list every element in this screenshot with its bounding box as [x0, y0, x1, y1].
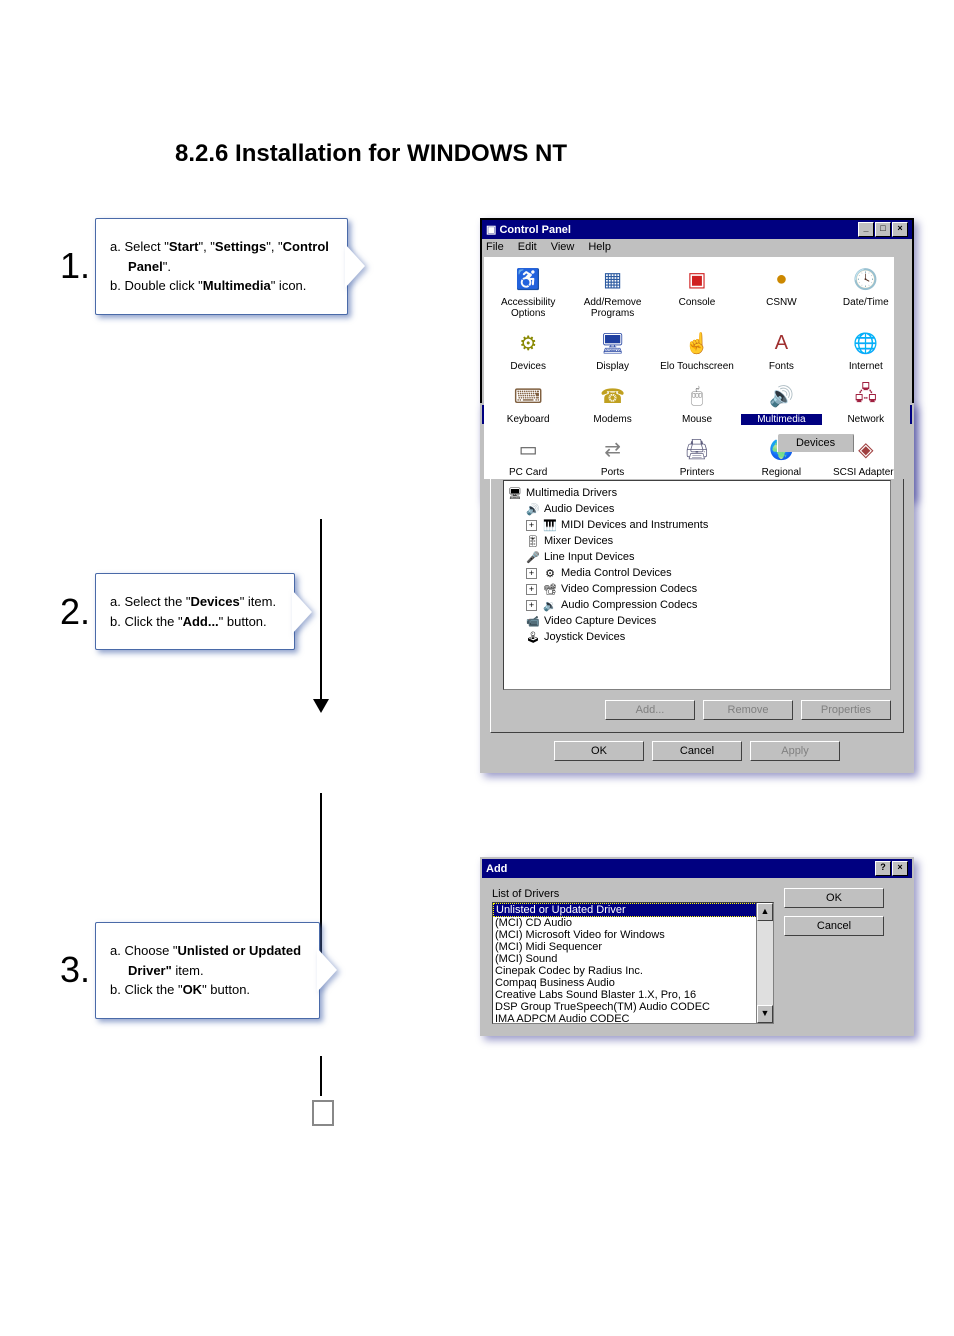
minimize-button[interactable]: _ [858, 222, 874, 237]
apply-button[interactable]: Apply [750, 741, 840, 761]
cp-icon-multimedia[interactable]: 🔊Multimedia [741, 380, 821, 425]
list-item[interactable]: (MCI) Microsoft Video for Windows [493, 929, 773, 941]
cp-icon-csnw[interactable]: ●CSNW [741, 263, 821, 319]
cp-icon-modems[interactable]: ☎Modems [572, 380, 652, 425]
menu-file[interactable]: File [486, 241, 504, 253]
menubar: File Edit View Help [482, 239, 912, 255]
menu-help[interactable]: Help [588, 241, 611, 253]
control-panel-window: ▣ Control Panel _ □ × File Edit View Hel… [480, 218, 914, 499]
list-scrollbar[interactable]: ▲ ▼ [756, 903, 773, 1023]
cp-icon-printers[interactable]: 🖨Printers [657, 433, 737, 478]
cp-icon-fonts[interactable]: AFonts [741, 327, 821, 372]
scrollbar[interactable] [894, 257, 910, 479]
close-button[interactable]: × [892, 222, 908, 237]
step1-callout: a. Select "Start", "Settings", "Control … [95, 218, 348, 315]
cp-icon-pc-card[interactable]: ▭PC Card [488, 433, 568, 478]
step2-text: a. Select the "Devices" item. b. Click t… [106, 584, 280, 639]
list-item[interactable]: (MCI) Midi Sequencer [493, 941, 773, 953]
list-item[interactable]: Compaq Business Audio [493, 977, 773, 989]
scroll-up-icon[interactable]: ▲ [757, 903, 773, 921]
tree-item[interactable]: 🔊Audio Devices [508, 501, 886, 517]
list-item[interactable]: DSP Group TrueSpeech(TM) Audio CODEC [493, 1001, 773, 1013]
step2-callout: a. Select the "Devices" item. b. Click t… [95, 573, 295, 650]
tab-devices[interactable]: Devices [777, 433, 854, 452]
cp-icon-mouse[interactable]: 🖱Mouse [657, 380, 737, 425]
step3-text: a. Choose "Unlisted or Updated Driver" i… [106, 933, 305, 1008]
list-item[interactable]: Unlisted or Updated Driver [493, 903, 773, 917]
cp-icon-ports[interactable]: ⇄Ports [572, 433, 652, 478]
control-panel-title: Control Panel [499, 224, 571, 236]
step1-number: 1. [60, 245, 90, 287]
step3-number: 3. [60, 949, 90, 991]
cancel-button[interactable]: Cancel [652, 741, 742, 761]
driver-listbox[interactable]: Unlisted or Updated Driver(MCI) CD Audio… [492, 902, 774, 1024]
maximize-button[interactable]: □ [875, 222, 891, 237]
cp-icon-devices[interactable]: ⚙Devices [488, 327, 568, 372]
cp-icon-display[interactable]: 🖥Display [572, 327, 652, 372]
list-item[interactable]: IMA ADPCM Audio CODEC [493, 1013, 773, 1024]
cp-icon-elo-touchscreen[interactable]: ☝Elo Touchscreen [657, 327, 737, 372]
scroll-down-icon[interactable]: ▼ [757, 1005, 773, 1023]
list-item[interactable]: Creative Labs Sound Blaster 1.X, Pro, 16 [493, 989, 773, 1001]
ok-button[interactable]: OK [554, 741, 644, 761]
list-item[interactable]: (MCI) Sound [493, 953, 773, 965]
cp-icon-keyboard[interactable]: ⌨Keyboard [488, 380, 568, 425]
menu-view[interactable]: View [551, 241, 575, 253]
step1-text: a. Select "Start", "Settings", "Control … [106, 229, 333, 304]
list-item[interactable]: (MCI) CD Audio [493, 917, 773, 929]
step2-number: 2. [60, 591, 90, 633]
control-panel-titlebar: ▣ Control Panel _ □ × [482, 220, 912, 239]
cp-icon-console[interactable]: ▣Console [657, 263, 737, 319]
cp-icon-accessibility-options[interactable]: ♿Accessibility Options [488, 263, 568, 319]
page-title: 8.2.6 Installation for WINDOWS NT [175, 140, 914, 168]
tree-item[interactable]: 🖥Multimedia Drivers [508, 485, 886, 501]
window-icon: ▣ [486, 224, 499, 236]
cp-icon-add-remove-programs[interactable]: ▦Add/Remove Programs [572, 263, 652, 319]
step3-callout: a. Choose "Unlisted or Updated Driver" i… [95, 922, 320, 1019]
menu-edit[interactable]: Edit [518, 241, 537, 253]
list-item[interactable]: Cinepak Codec by Radius Inc. [493, 965, 773, 977]
